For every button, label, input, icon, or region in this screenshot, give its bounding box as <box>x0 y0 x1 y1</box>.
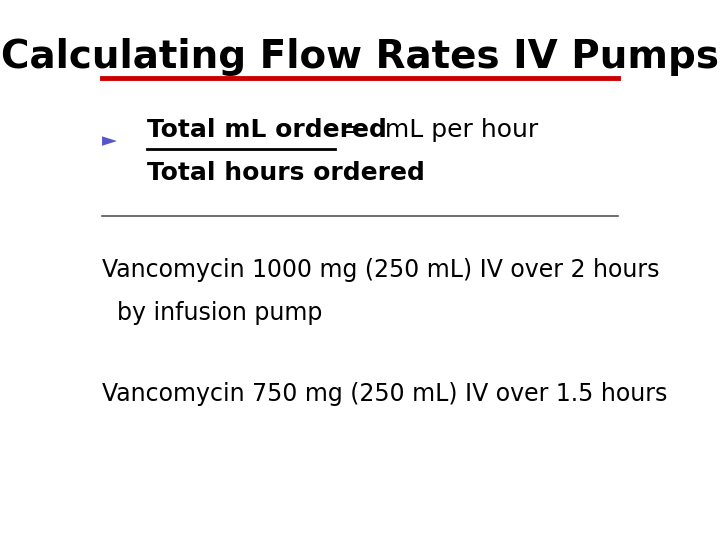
Text: Vancomycin 1000 mg (250 mL) IV over 2 hours: Vancomycin 1000 mg (250 mL) IV over 2 ho… <box>102 258 660 282</box>
Text: Vancomycin 750 mg (250 mL) IV over 1.5 hours: Vancomycin 750 mg (250 mL) IV over 1.5 h… <box>102 382 667 406</box>
Text: Total mL ordered: Total mL ordered <box>147 118 387 141</box>
Text: by infusion pump: by infusion pump <box>102 301 323 325</box>
Text: =   mL per hour: = mL per hour <box>341 118 539 141</box>
Text: Total hours ordered: Total hours ordered <box>147 161 425 185</box>
Text: Calculating Flow Rates IV Pumps: Calculating Flow Rates IV Pumps <box>1 38 719 76</box>
Text: ►: ► <box>102 131 117 150</box>
